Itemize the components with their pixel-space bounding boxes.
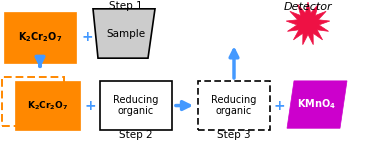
Polygon shape [4, 12, 76, 63]
Polygon shape [100, 81, 172, 130]
Polygon shape [286, 2, 330, 45]
Text: +: + [84, 98, 96, 113]
Text: Detector: Detector [284, 2, 332, 12]
Text: organic: organic [118, 106, 154, 116]
Text: Reducing: Reducing [113, 95, 159, 105]
Text: $\mathregular{K_2Cr_2O_7}$: $\mathregular{K_2Cr_2O_7}$ [28, 99, 68, 112]
Text: Step 3: Step 3 [217, 130, 251, 140]
Polygon shape [15, 81, 80, 130]
Text: Step 1: Step 1 [109, 1, 143, 11]
Text: Step 2: Step 2 [119, 130, 153, 140]
Text: Sample: Sample [107, 30, 146, 40]
Polygon shape [287, 81, 347, 128]
Polygon shape [93, 9, 155, 58]
Text: +: + [273, 98, 285, 113]
Text: organic: organic [216, 106, 252, 116]
Text: +: + [81, 30, 93, 44]
Polygon shape [198, 81, 270, 130]
Text: $\mathregular{K_2Cr_2O_7}$: $\mathregular{K_2Cr_2O_7}$ [18, 31, 62, 44]
Text: $\mathregular{KMnO_4}$: $\mathregular{KMnO_4}$ [297, 98, 336, 111]
Text: Reducing: Reducing [211, 95, 257, 105]
Polygon shape [2, 77, 64, 126]
